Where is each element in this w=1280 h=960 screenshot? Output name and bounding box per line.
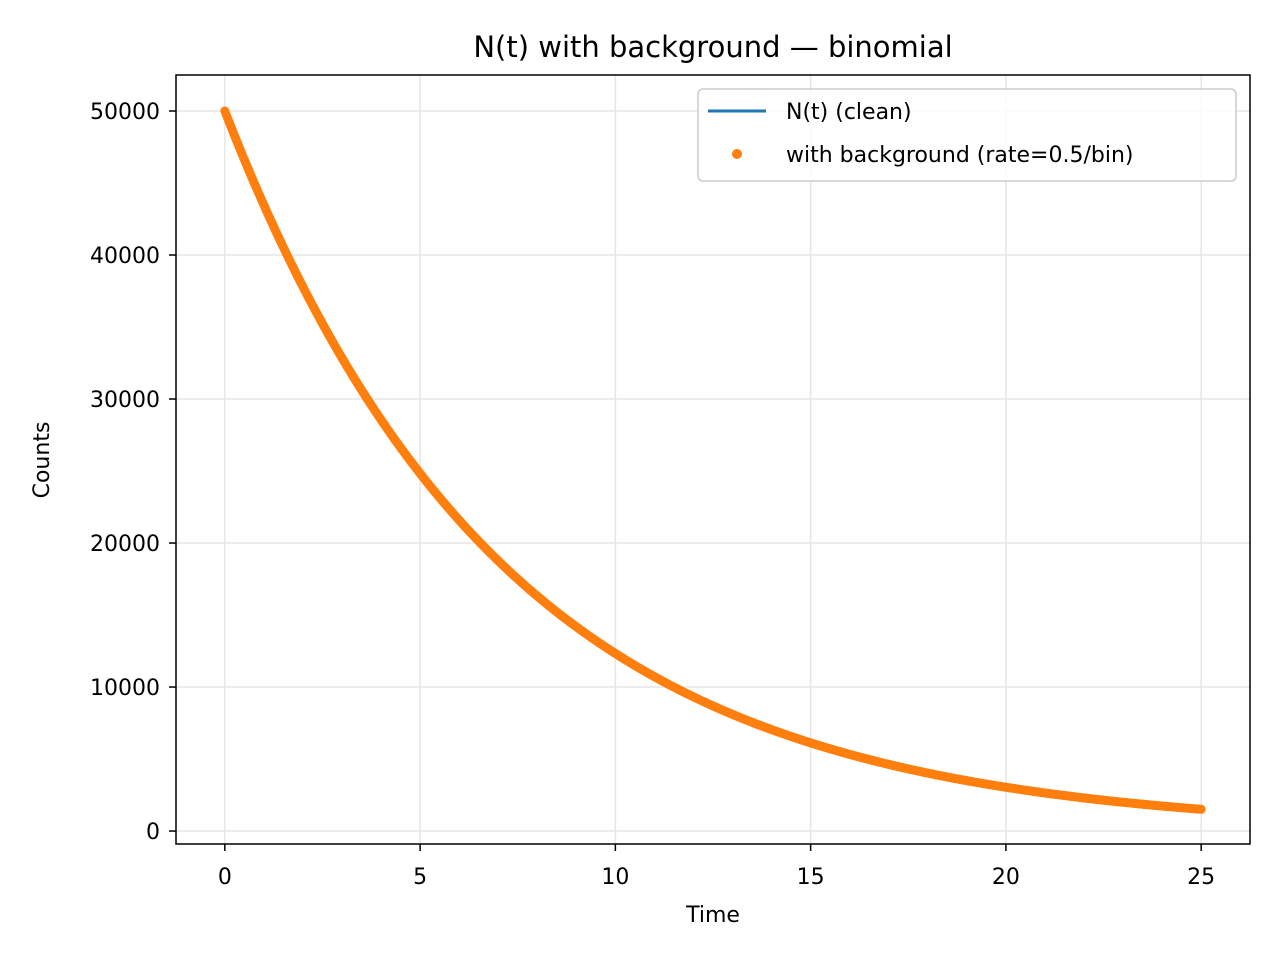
y-axis: 0 10000 20000 30000 40000 50000 [90,100,176,845]
x-tick-label: 25 [1187,865,1215,890]
y-tick-label: 10000 [90,676,160,701]
x-tick-label: 20 [992,865,1020,890]
x-axis: 0 5 10 15 20 25 [218,844,1215,890]
x-tick-label: 15 [797,865,825,890]
legend-background-label: with background (rate=0.5/bin) [786,143,1134,168]
y-tick-label: 30000 [90,388,160,413]
y-tick-label: 50000 [90,100,160,125]
x-axis-label: Time [685,903,740,928]
grid [176,75,1250,844]
x-tick-label: 5 [413,865,427,890]
y-axis-label: Counts [30,422,55,499]
legend-clean-label: N(t) (clean) [786,100,912,125]
x-tick-label: 0 [218,865,232,890]
x-tick-label: 10 [601,865,629,890]
chart-title: N(t) with background — binomial [473,30,952,64]
y-tick-label: 0 [146,820,160,845]
background-data-point [1196,804,1206,814]
plot-frame [175,74,1251,845]
y-tick-label: 40000 [90,244,160,269]
legend: N(t) (clean) with background (rate=0.5/b… [697,88,1237,182]
y-tick-label: 20000 [90,532,160,557]
legend-background-swatch [732,149,742,159]
legend-box [697,88,1237,182]
background-series-markers [220,106,1206,814]
